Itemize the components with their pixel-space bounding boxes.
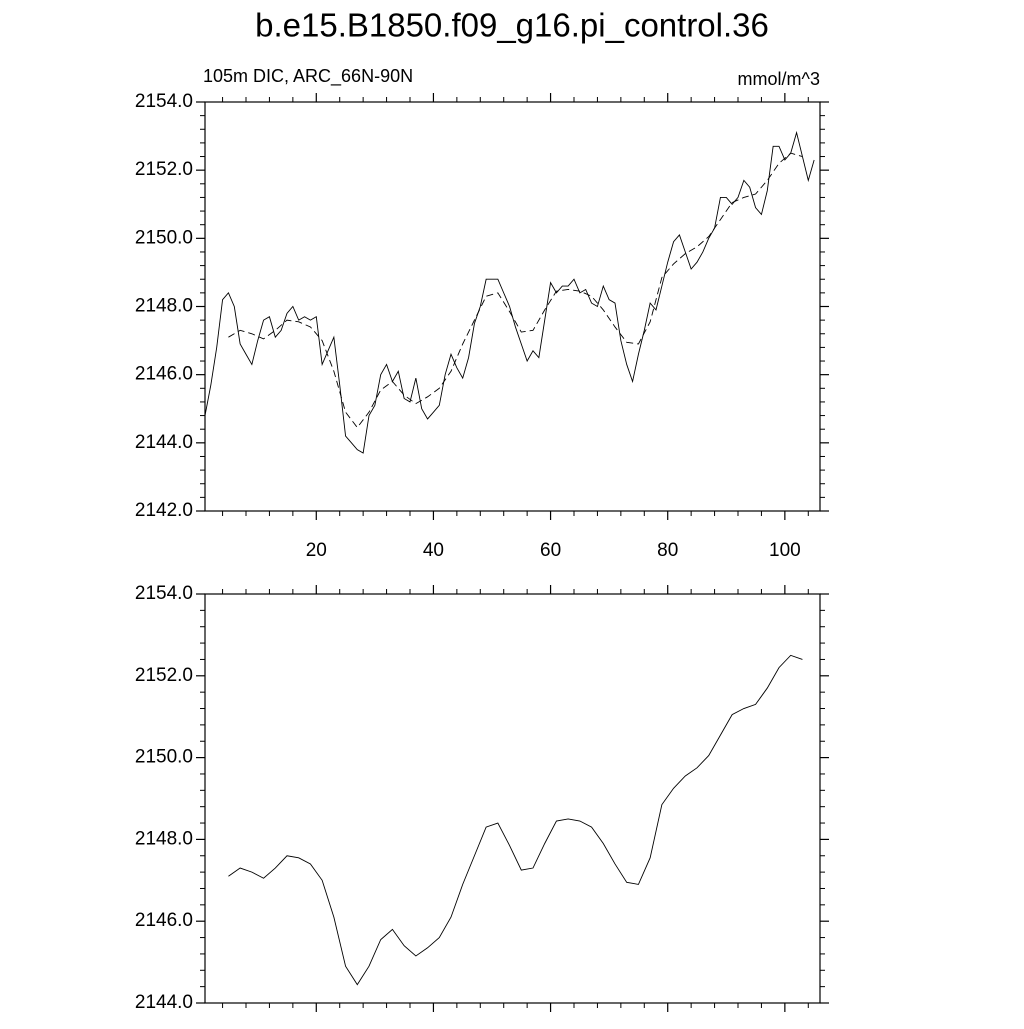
y-tick-label: 2142.0 xyxy=(135,500,193,521)
data-line xyxy=(204,130,815,454)
units-label: mmol/m^3 xyxy=(738,69,820,89)
x-tick-label: 80 xyxy=(657,540,678,561)
plot-frame xyxy=(204,101,821,512)
x-tick-label: 60 xyxy=(540,540,561,561)
y-tick-label: 2146.0 xyxy=(135,364,193,385)
y-tick-label: 2154.0 xyxy=(135,583,193,604)
y-tick-label: 2146.0 xyxy=(135,910,193,931)
y-tick-label: 2154.0 xyxy=(135,91,193,112)
y-tick-label: 2144.0 xyxy=(135,432,193,453)
x-tick-label: 100 xyxy=(769,540,801,561)
y-tick-label: 2144.0 xyxy=(135,992,193,1013)
y-tick-label: 2152.0 xyxy=(135,665,193,686)
y-tick-label: 2148.0 xyxy=(135,296,193,317)
chart-title: b.e15.B1850.f09_g16.pi_control.36 xyxy=(255,7,769,44)
y-tick-label: 2150.0 xyxy=(135,227,193,248)
x-tick-label: 20 xyxy=(306,540,327,561)
x-tick-label: 40 xyxy=(423,540,444,561)
y-tick-label: 2150.0 xyxy=(135,747,193,768)
data-line xyxy=(228,654,803,986)
y-tick-label: 2148.0 xyxy=(135,828,193,849)
plot-frame xyxy=(204,593,821,1004)
y-tick-label: 2152.0 xyxy=(135,159,193,180)
smoothed-line xyxy=(228,152,803,429)
chart-subtitle: 105m DIC, ARC_66N-90N xyxy=(203,66,413,87)
